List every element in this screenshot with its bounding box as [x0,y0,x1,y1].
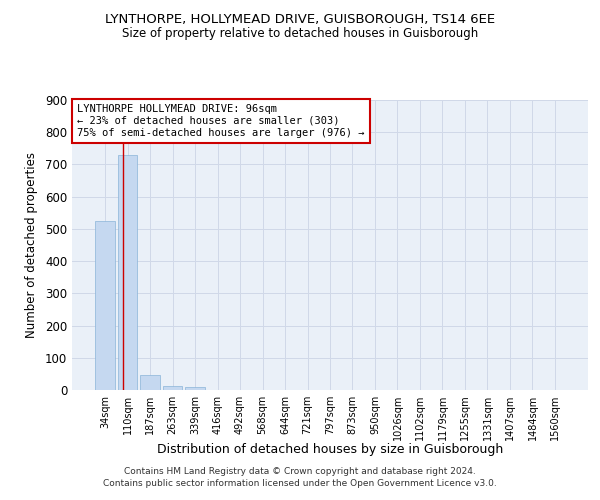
Text: LYNTHORPE HOLLYMEAD DRIVE: 96sqm
← 23% of detached houses are smaller (303)
75% : LYNTHORPE HOLLYMEAD DRIVE: 96sqm ← 23% o… [77,104,365,138]
Bar [95,221,115,390]
Bar [185,387,205,390]
Text: Size of property relative to detached houses in Guisborough: Size of property relative to detached ho… [122,28,478,40]
Bar [163,386,182,390]
Text: Contains HM Land Registry data © Crown copyright and database right 2024.: Contains HM Land Registry data © Crown c… [124,468,476,476]
Text: LYNTHORPE, HOLLYMEAD DRIVE, GUISBOROUGH, TS14 6EE: LYNTHORPE, HOLLYMEAD DRIVE, GUISBOROUGH,… [105,12,495,26]
Y-axis label: Number of detached properties: Number of detached properties [25,152,38,338]
Text: Contains public sector information licensed under the Open Government Licence v3: Contains public sector information licen… [103,479,497,488]
Bar [118,156,137,390]
Bar [140,374,160,390]
Text: Distribution of detached houses by size in Guisborough: Distribution of detached houses by size … [157,442,503,456]
